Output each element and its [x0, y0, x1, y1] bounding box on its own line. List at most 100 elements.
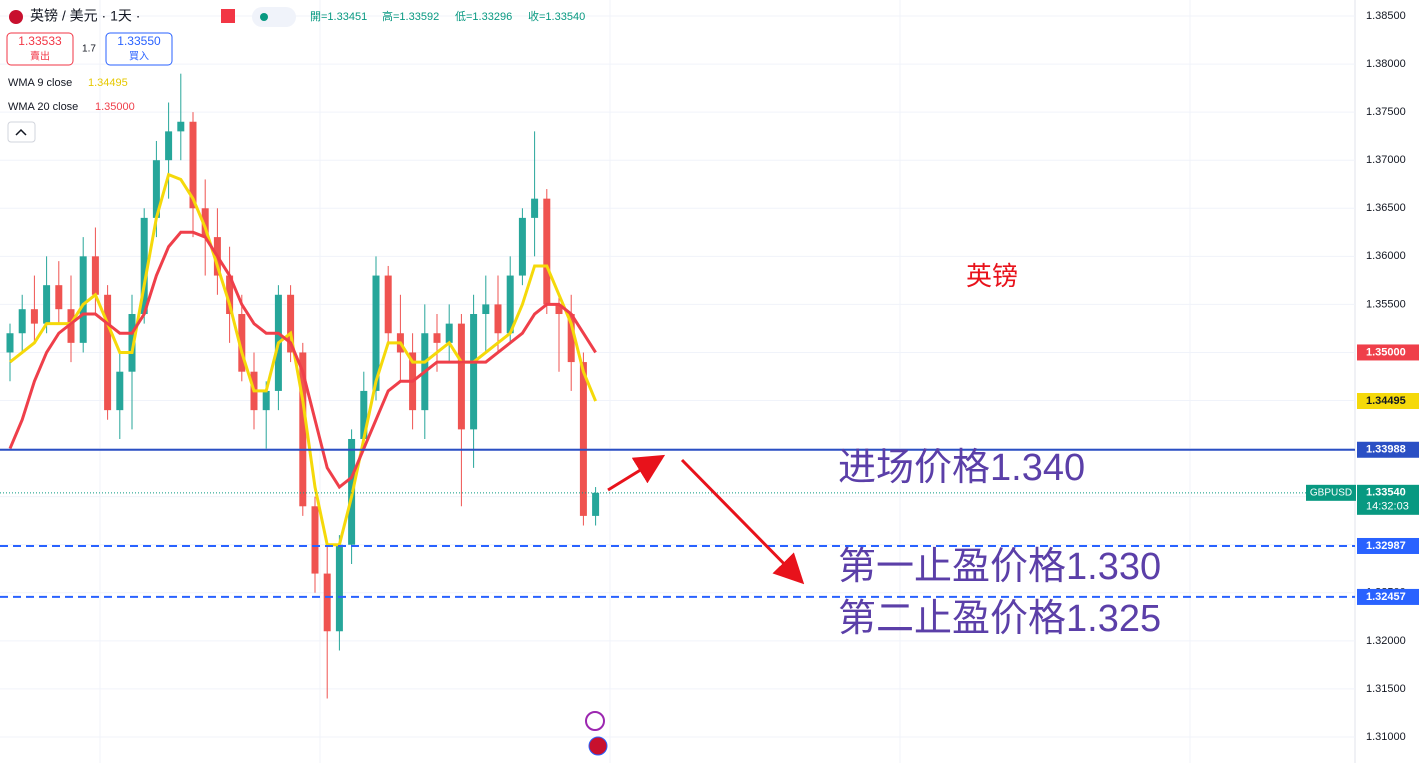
annotation-tp1: 第一止盈价格1.330 [838, 546, 1161, 588]
status-dot [260, 13, 268, 21]
sell-price: 1.33533 [18, 34, 62, 48]
y-tick-label: 1.37500 [1366, 106, 1406, 118]
ohlc-low: 低=1.33296 [455, 10, 512, 23]
flag-button[interactable] [221, 9, 235, 23]
candle-body [457, 323, 465, 430]
price-label: 1.32457 [1366, 591, 1406, 603]
candle-body [67, 309, 75, 343]
candle-body [165, 131, 173, 161]
spread: 1.7 [82, 44, 96, 55]
candle-body [579, 362, 587, 516]
y-tick-label: 1.37000 [1366, 154, 1406, 166]
buy-label: 買入 [129, 51, 149, 63]
candle-body [372, 275, 380, 391]
status-pill [252, 7, 296, 27]
sell-button[interactable] [6, 32, 74, 66]
candle-body [18, 309, 26, 334]
candle-body [506, 275, 514, 334]
symbol-label: GBPUSD [1310, 487, 1352, 498]
legend-label: WMA 9 close [8, 77, 72, 89]
price-label-bg [1357, 484, 1419, 515]
grid [0, 0, 1355, 763]
price-label: 1.34495 [1366, 395, 1406, 407]
candle-body [592, 492, 600, 516]
legend-label: WMA 20 close [8, 101, 78, 113]
candle-body [531, 198, 539, 218]
candle-body [433, 333, 441, 343]
y-tick-label: 1.31000 [1366, 731, 1406, 743]
candle-body [189, 121, 197, 209]
price-label-bg [1357, 588, 1419, 605]
price-label-bg [1357, 537, 1419, 554]
collapse-button[interactable] [7, 121, 36, 143]
candle-body [543, 198, 551, 305]
countdown: 14:32:03 [1366, 501, 1409, 513]
price-label-bg [1357, 393, 1419, 410]
candle-body [287, 294, 295, 353]
y-tick-label: 1.35500 [1366, 298, 1406, 310]
price-label: 1.35000 [1366, 346, 1406, 358]
candle-body [470, 314, 478, 430]
candle-body [567, 314, 575, 363]
candle-body [518, 217, 526, 276]
y-tick-label: 1.36000 [1366, 250, 1406, 262]
candle-body [140, 217, 148, 315]
candle-body [226, 275, 234, 315]
wma-line [8, 230, 597, 490]
annotation-tp2: 第二止盈价格1.325 [838, 598, 1161, 640]
candle-body [104, 294, 112, 411]
y-tick-label: 1.32000 [1366, 635, 1406, 647]
candle-body [177, 121, 185, 132]
candle-body [555, 304, 563, 315]
annotation-title: 英镑 [966, 261, 1018, 291]
price-label: 1.32987 [1366, 540, 1406, 552]
candle-body [79, 256, 87, 343]
y-tick-label: 1.36500 [1366, 202, 1406, 214]
ohlc-high: 高=1.33592 [382, 9, 439, 23]
symbol-title: 英镑 / 美元 · 1天 · [30, 8, 140, 24]
plot [0, 73, 1355, 699]
price-label: 1.33540 [1366, 487, 1406, 499]
ohlc-open: 開=1.33451 [310, 10, 367, 23]
legend-value: 1.35000 [95, 101, 135, 113]
y-tick-label: 1.31500 [1366, 683, 1406, 695]
collapse-icon [15, 128, 27, 136]
candle-body [262, 390, 270, 411]
y-tick-label: 1.38500 [1366, 10, 1406, 22]
candle-body [6, 333, 14, 353]
price-label-bg [1357, 441, 1419, 458]
ohlc-close: 收=1.33540 [528, 9, 585, 23]
event-icon[interactable] [585, 711, 605, 731]
candle-body [494, 304, 502, 334]
candle-body [238, 314, 246, 372]
candle-body [360, 390, 368, 439]
symbol-label-bg [1306, 484, 1356, 501]
candle-body [384, 275, 392, 334]
arrow [680, 458, 805, 585]
event-icon[interactable] [588, 736, 608, 756]
price-label-bg [1357, 344, 1419, 361]
price-axis: 1.38500 1.38000 1.37500 1.37000 1.36500 1.360… [1306, 10, 1419, 743]
sell-label: 賣出 [30, 50, 50, 63]
candle-body [30, 309, 38, 324]
buy-button[interactable] [105, 32, 173, 66]
flag-icon [9, 10, 23, 24]
candle-body [55, 285, 63, 310]
buy-price: 1.33550 [117, 34, 161, 48]
candle-body [152, 160, 160, 218]
candle-body [445, 323, 453, 343]
legend-value: 1.34495 [88, 77, 128, 89]
candle-body [91, 256, 99, 295]
candle-body [482, 304, 490, 315]
candle-body [311, 506, 319, 574]
arrow [607, 454, 666, 492]
candle-body [128, 314, 136, 372]
price-label: 1.33988 [1366, 444, 1406, 456]
candle-body [335, 544, 343, 632]
candle-body [201, 208, 209, 238]
candle-body [323, 573, 331, 632]
annotation-entry: 进场价格1.340 [838, 447, 1085, 489]
